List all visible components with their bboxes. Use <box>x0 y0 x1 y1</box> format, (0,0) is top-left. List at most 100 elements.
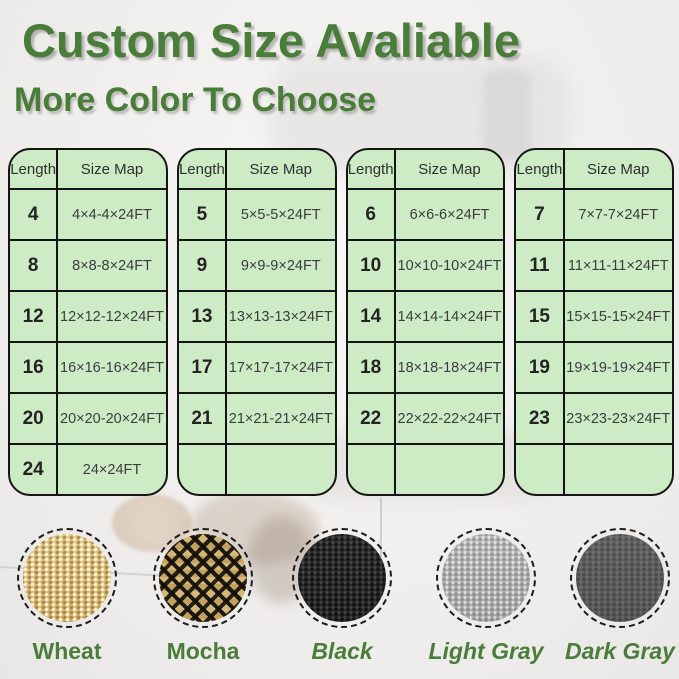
table-header-row: Length Size Map <box>348 150 504 188</box>
size-map-value: 19×19-19×24FT <box>566 359 671 376</box>
length-value: 21 <box>179 394 228 443</box>
length-value: 11 <box>516 241 565 290</box>
size-map-header: Size Map <box>249 160 313 178</box>
table-row: 7 7×7-7×24FT <box>516 188 672 239</box>
table-row: 19 19×19-19×24FT <box>516 341 672 392</box>
length-value: 24 <box>10 445 59 494</box>
size-map-value: 13×13-13×24FT <box>228 308 333 325</box>
swatch-label: Wheat <box>32 638 102 664</box>
table-row: 4 4×4-4×24FT <box>10 188 166 239</box>
size-map-value: 14×14-14×24FT <box>397 308 502 325</box>
size-table: Length Size Map 7 7×7-7×24FT 11 11×11-11×24FT… <box>514 148 674 496</box>
table-row: 20 20×20-20×24FT <box>10 392 166 443</box>
size-map-header: Size Map <box>80 160 144 178</box>
length-value: 19 <box>516 343 565 392</box>
length-value <box>348 445 396 494</box>
mocha-fabric-sample-icon <box>153 528 253 628</box>
color-swatches: Wheat Mocha Black Light Gray Dark Gray <box>0 528 679 673</box>
table-row <box>178 443 335 494</box>
table-row <box>516 443 672 494</box>
size-map-header: Size Map <box>418 160 481 178</box>
table-row: 5 5×5-5×24FT <box>178 188 335 239</box>
length-value: 4 <box>10 190 59 239</box>
dark-gray-fabric-sample-icon <box>570 528 670 628</box>
table-row: 14 14×14-14×24FT <box>347 290 504 341</box>
table-row: 15 15×15-15×24FT <box>516 290 672 341</box>
size-map-value: 18×18-18×24FT <box>397 359 502 376</box>
swatch-light-gray: Light Gray <box>426 528 546 665</box>
length-value: 15 <box>516 292 565 341</box>
table-row: 12 12×12-12×24FT <box>10 290 166 341</box>
size-table: Length Size Map 4 4×4-4×24FT 8 8×8-8×24FT 12 12… <box>8 148 168 496</box>
length-value: 6 <box>348 190 396 239</box>
length-header: Length <box>348 150 396 188</box>
length-value: 18 <box>348 343 396 392</box>
size-map-value: 10×10-10×24FT <box>397 257 502 274</box>
length-value: 8 <box>10 241 59 290</box>
black-fabric-sample-icon <box>292 528 392 628</box>
page-subtitle: More Color To Choose <box>14 81 377 119</box>
length-value: 7 <box>516 190 565 239</box>
length-value: 22 <box>348 394 396 443</box>
size-map-value: 6×6-6×24FT <box>409 206 490 223</box>
table-row: 13 13×13-13×24FT <box>178 290 335 341</box>
length-value: 14 <box>348 292 396 341</box>
swatch-label: Dark Gray <box>565 638 675 664</box>
size-map-header: Size Map <box>587 160 650 178</box>
size-map-value: 20×20-20×24FT <box>60 410 165 427</box>
table-row: 23 23×23-23×24FT <box>516 392 672 443</box>
swatch-label: Mocha <box>166 638 240 664</box>
length-value: 9 <box>179 241 228 290</box>
table-row: 17 17×17-17×24FT <box>178 341 335 392</box>
size-map-value: 11×11-11×24FT <box>567 257 669 274</box>
swatch-label: Light Gray <box>428 638 544 664</box>
length-value <box>179 445 228 494</box>
size-map-value: 21×21-21×24FT <box>228 410 333 427</box>
size-map-value: 9×9-9×24FT <box>240 257 321 274</box>
size-map-value: 17×17-17×24FT <box>228 359 333 376</box>
length-value: 12 <box>10 292 59 341</box>
table-row: 11 11×11-11×24FT <box>516 239 672 290</box>
size-map-value: 5×5-5×24FT <box>240 206 321 223</box>
size-map-value: 23×23-23×24FT <box>566 410 671 427</box>
size-map-value <box>565 445 672 494</box>
table-header-row: Length Size Map <box>516 150 672 188</box>
size-map-value: 24×24FT <box>82 461 142 478</box>
swatch-dark-gray: Dark Gray <box>560 528 679 665</box>
size-map-value: 4×4-4×24FT <box>72 206 152 223</box>
length-header: Length <box>516 150 565 188</box>
size-map-value: 8×8-8×24FT <box>72 257 152 274</box>
table-row <box>347 443 504 494</box>
size-map-value <box>396 445 503 494</box>
length-value: 16 <box>10 343 59 392</box>
table-row: 9 9×9-9×24FT <box>178 239 335 290</box>
table-row: 10 10×10-10×24FT <box>347 239 504 290</box>
size-map-value <box>227 445 334 494</box>
page-title: Custom Size Avaliable <box>22 14 520 67</box>
size-map-value: 22×22-22×24FT <box>397 410 502 427</box>
length-header: Length <box>179 150 228 188</box>
size-map-value: 15×15-15×24FT <box>566 308 671 325</box>
table-header-row: Length Size Map <box>10 150 166 188</box>
table-header-row: Length Size Map <box>179 150 335 188</box>
size-map-value: 16×16-16×24FT <box>60 359 165 376</box>
table-row: 21 21×21-21×24FT <box>178 392 335 443</box>
swatch-label: Black <box>311 638 373 664</box>
size-map-value: 12×12-12×24FT <box>60 308 165 325</box>
swatch-mocha: Mocha <box>143 528 263 665</box>
wheat-fabric-sample-icon <box>17 528 117 628</box>
length-value <box>516 445 565 494</box>
size-tables: Length Size Map 4 4×4-4×24FT 8 8×8-8×24FT 12 12… <box>8 148 674 496</box>
size-table: Length Size Map 5 5×5-5×24FT 9 9×9-9×24FT 13 13… <box>176 148 337 496</box>
size-table: Length Size Map 6 6×6-6×24FT 10 10×10-10×24FT… <box>345 148 506 496</box>
table-row: 22 22×22-22×24FT <box>347 392 504 443</box>
length-value: 17 <box>179 343 228 392</box>
table-row: 16 16×16-16×24FT <box>10 341 166 392</box>
table-row: 18 18×18-18×24FT <box>347 341 504 392</box>
table-row: 24 24×24FT <box>10 443 166 494</box>
background-ghost-photo <box>483 70 531 160</box>
swatch-wheat: Wheat <box>7 528 127 665</box>
length-value: 5 <box>179 190 228 239</box>
length-value: 10 <box>348 241 396 290</box>
